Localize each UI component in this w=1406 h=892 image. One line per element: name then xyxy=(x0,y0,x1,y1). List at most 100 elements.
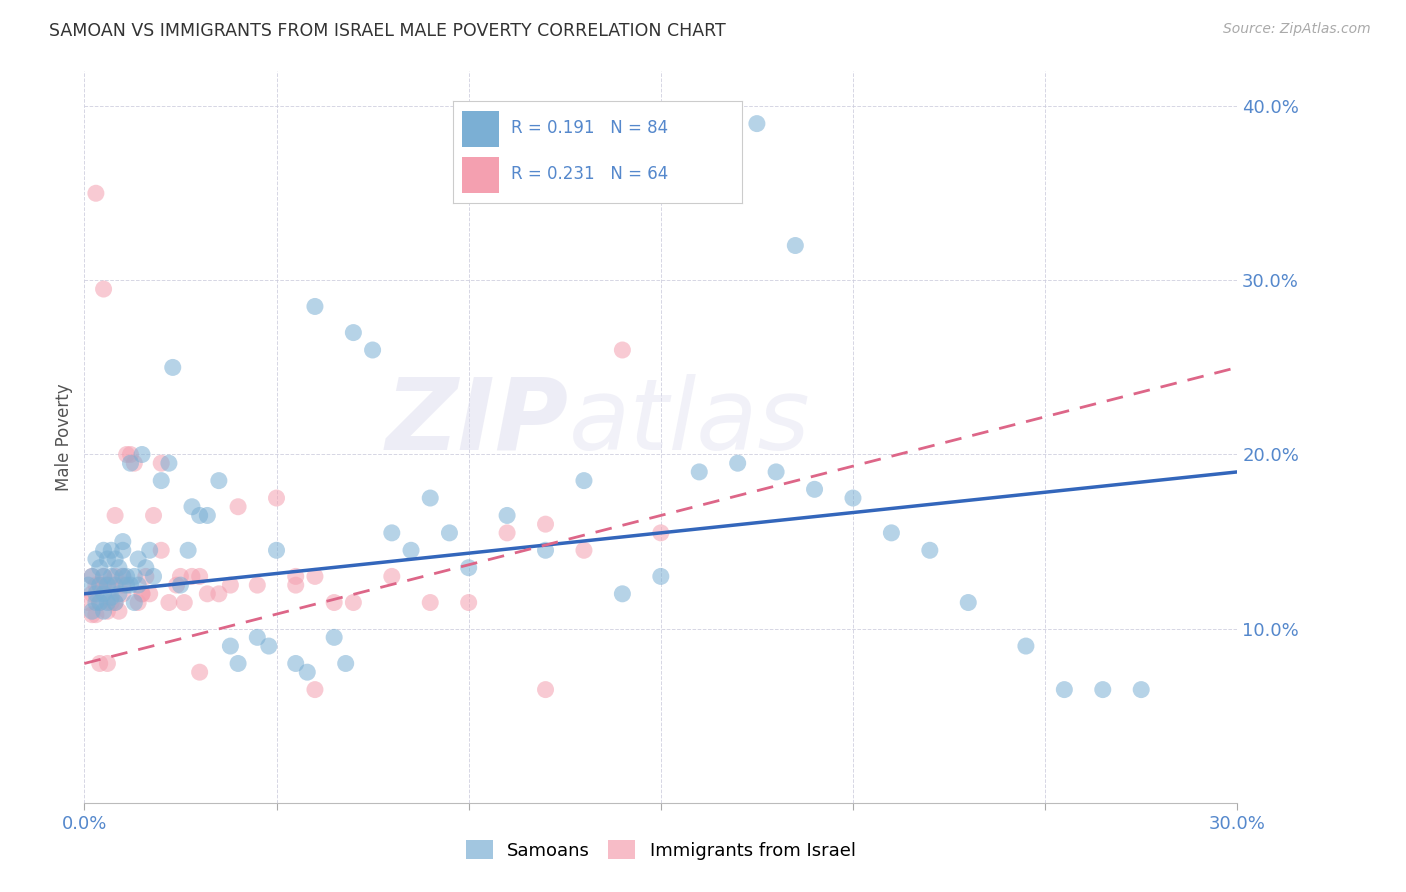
Point xyxy=(89,578,111,592)
Point xyxy=(297,665,319,680)
Point xyxy=(111,569,134,583)
Point xyxy=(266,491,288,505)
Point xyxy=(173,595,195,609)
Point xyxy=(80,604,103,618)
Point xyxy=(84,578,107,592)
Text: atlas: atlas xyxy=(568,374,810,471)
Point xyxy=(100,591,122,605)
Point xyxy=(572,474,595,488)
Point xyxy=(284,578,307,592)
Point xyxy=(120,448,142,462)
Point xyxy=(246,631,269,645)
Point xyxy=(150,543,173,558)
Point xyxy=(93,282,115,296)
Text: ZIP: ZIP xyxy=(385,374,568,471)
Point xyxy=(496,525,519,540)
Point xyxy=(111,543,134,558)
Point xyxy=(96,604,118,618)
Point xyxy=(89,560,111,574)
Point xyxy=(195,508,218,523)
Point xyxy=(142,569,165,583)
Point xyxy=(727,456,749,470)
Point xyxy=(104,552,127,566)
Point xyxy=(650,569,672,583)
Point xyxy=(181,569,204,583)
Point xyxy=(100,569,122,583)
Point xyxy=(765,465,787,479)
Point xyxy=(457,560,479,574)
Point xyxy=(138,543,160,558)
Point xyxy=(612,343,634,357)
Point xyxy=(284,657,307,671)
Point xyxy=(219,639,242,653)
Point xyxy=(842,491,865,505)
Point xyxy=(188,569,211,583)
Text: SAMOAN VS IMMIGRANTS FROM ISRAEL MALE POVERTY CORRELATION CHART: SAMOAN VS IMMIGRANTS FROM ISRAEL MALE PO… xyxy=(49,22,725,40)
Point xyxy=(803,483,825,497)
Point xyxy=(127,578,149,592)
Point xyxy=(612,587,634,601)
Point xyxy=(226,500,249,514)
Point xyxy=(226,657,249,671)
Point xyxy=(80,569,103,583)
Point xyxy=(457,595,479,609)
Point xyxy=(108,560,131,574)
Point xyxy=(208,587,231,601)
Point xyxy=(957,595,980,609)
Point xyxy=(304,569,326,583)
Point xyxy=(496,508,519,523)
Point xyxy=(84,552,107,566)
Point xyxy=(138,587,160,601)
Point xyxy=(84,607,107,622)
Point xyxy=(100,543,122,558)
Point xyxy=(100,595,122,609)
Point xyxy=(115,448,138,462)
Point xyxy=(918,543,941,558)
Point xyxy=(80,569,103,583)
Point xyxy=(93,569,115,583)
Point xyxy=(439,525,461,540)
Point xyxy=(188,665,211,680)
Point xyxy=(188,508,211,523)
Point xyxy=(284,569,307,583)
Point xyxy=(93,587,115,601)
Point xyxy=(96,657,118,671)
Point xyxy=(77,595,100,609)
Point xyxy=(108,604,131,618)
Point xyxy=(108,587,131,601)
Point xyxy=(419,595,441,609)
Point xyxy=(111,578,134,592)
Point xyxy=(534,543,557,558)
Point xyxy=(150,456,173,470)
Point xyxy=(84,595,107,609)
Point xyxy=(157,595,180,609)
Point xyxy=(96,552,118,566)
Point xyxy=(124,569,146,583)
Point xyxy=(323,631,346,645)
Point xyxy=(89,578,111,592)
Point xyxy=(96,595,118,609)
Point xyxy=(93,569,115,583)
Point xyxy=(381,525,404,540)
Point xyxy=(177,543,200,558)
Point xyxy=(181,500,204,514)
Point xyxy=(534,682,557,697)
Point xyxy=(93,578,115,592)
Point xyxy=(745,117,768,131)
Point xyxy=(120,578,142,592)
Point xyxy=(111,587,134,601)
Point xyxy=(142,508,165,523)
Point xyxy=(335,657,357,671)
Point xyxy=(1015,639,1038,653)
Point xyxy=(162,360,184,375)
Legend: Samoans, Immigrants from Israel: Samoans, Immigrants from Israel xyxy=(458,833,863,867)
Point xyxy=(342,595,364,609)
Point xyxy=(785,238,807,252)
Point xyxy=(111,534,134,549)
Point xyxy=(124,456,146,470)
Point xyxy=(208,474,231,488)
Point xyxy=(572,543,595,558)
Point xyxy=(80,607,103,622)
Point xyxy=(104,578,127,592)
Point xyxy=(135,560,157,574)
